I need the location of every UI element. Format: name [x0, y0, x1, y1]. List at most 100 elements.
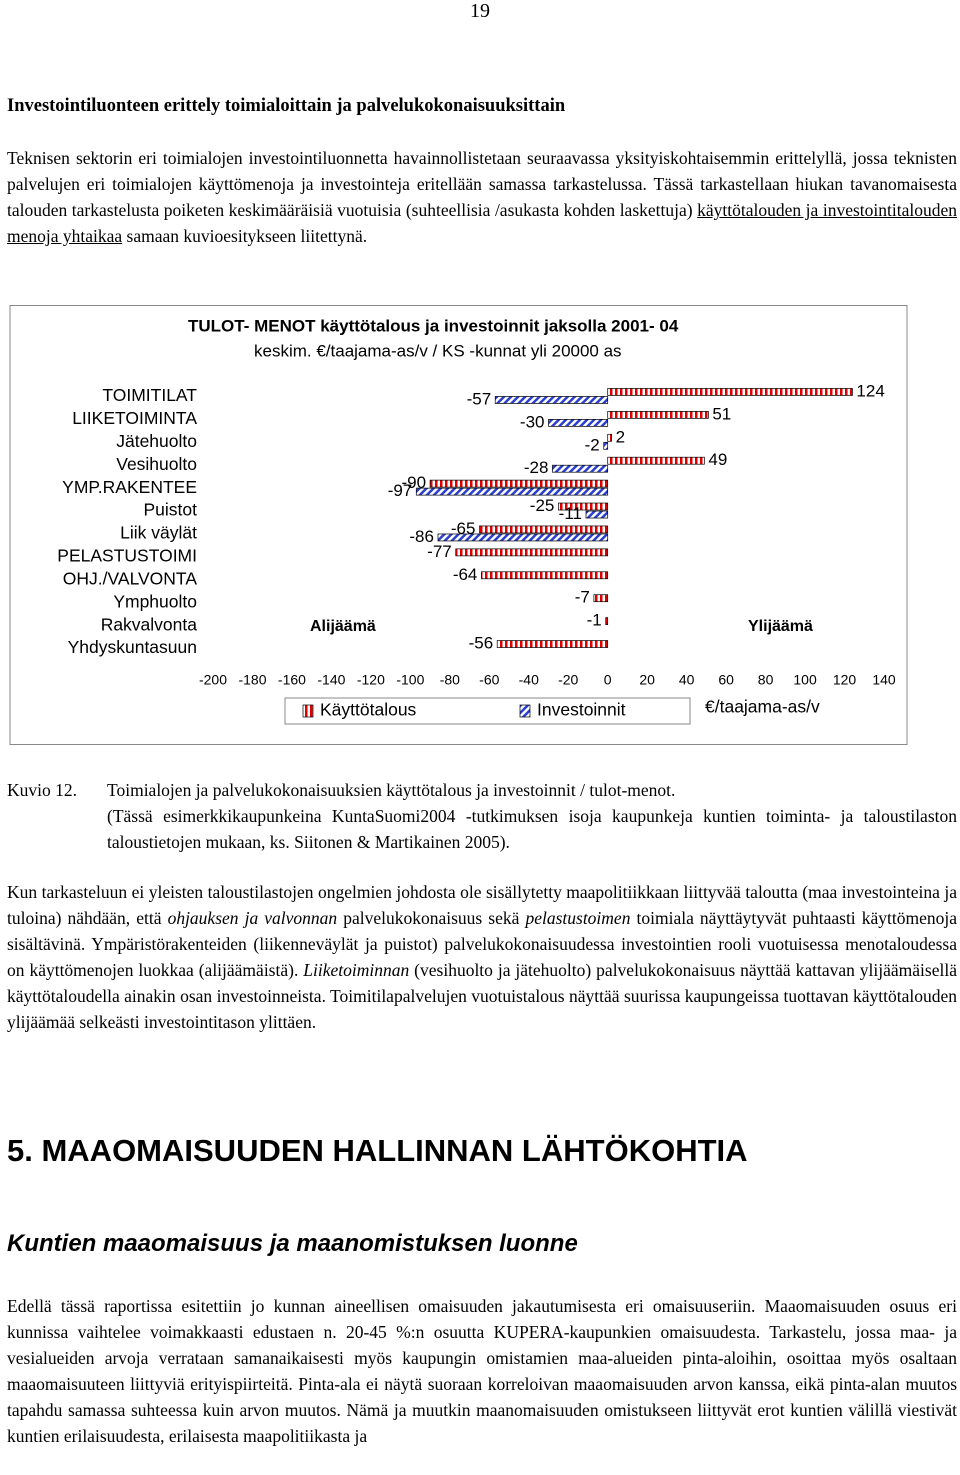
bar — [494, 396, 609, 404]
x-tick-label: -200 — [199, 672, 227, 688]
x-tick-label: -120 — [357, 672, 385, 688]
annotation: Ylijäämä — [748, 618, 813, 635]
category-label: OHJ./VALVONTA — [63, 568, 198, 588]
value-label: -57 — [467, 389, 492, 408]
x-tick-label: -180 — [238, 672, 266, 688]
x-tick-label: -80 — [440, 672, 460, 688]
chart: TULOT- MENOT käyttötalous ja investoinni… — [9, 305, 908, 745]
italic-text: ohjauksen ja valvonnan — [167, 908, 338, 928]
x-tick-label: 140 — [872, 672, 896, 688]
caption: Kuvio 12. Toimialojen ja palvelukokonais… — [7, 777, 957, 855]
text: toimiala näyttäytyvät puhtaasti käyttöme… — [7, 908, 957, 980]
value-label: -77 — [427, 542, 452, 561]
x-tick-label: -100 — [396, 672, 424, 688]
chart-subtitle: keskim. €/taajama-as/v / KS -kunnat yli … — [254, 341, 622, 360]
value-label: -11 — [559, 504, 582, 523]
legend-swatch — [302, 704, 314, 718]
bar — [585, 510, 609, 519]
x-tick-label: 120 — [833, 672, 857, 688]
value-label: 49 — [708, 450, 727, 469]
paragraph: Kun tarkasteluun ei yleisten taloustilas… — [7, 879, 957, 1035]
x-tick-label: -60 — [479, 672, 499, 688]
legend-label: Investoinnit — [537, 700, 626, 720]
axis-label: €/taajama-as/v — [705, 697, 820, 717]
bar — [593, 594, 609, 603]
x-tick-label: 60 — [718, 672, 734, 688]
category-label: Jätehuolto — [116, 431, 197, 451]
italic-text: Liiketoiminnan — [303, 960, 410, 980]
caption-line: Toimialojen ja palvelukokonaisuuksien kä… — [107, 780, 676, 800]
category-label: YMP.RAKENTEE — [62, 477, 197, 497]
x-tick-label: -160 — [278, 672, 306, 688]
value-label: -64 — [453, 565, 478, 584]
value-label: -90 — [402, 473, 427, 492]
value-label: 51 — [712, 404, 731, 423]
bar — [455, 548, 609, 557]
value-label: -97 — [388, 481, 413, 500]
chart-frame — [9, 305, 908, 745]
category-label: LIIKETOIMINTA — [72, 408, 197, 428]
x-tick-label: -20 — [558, 672, 578, 688]
text: palvelukokonaisuus sekä — [337, 908, 526, 928]
text: samaan kuvioesitykseen liitettynä. — [122, 226, 368, 246]
category-label: Ymphuolto — [113, 591, 197, 611]
legend-box — [284, 697, 691, 725]
value-label: -28 — [524, 458, 549, 477]
paragraph: Edellä tässä raportissa esitettiin jo ku… — [7, 1296, 957, 1446]
x-tick-label: 0 — [604, 672, 612, 688]
bar — [558, 502, 609, 511]
text: Kun tarkasteluun ei yleisten taloustilas… — [7, 882, 957, 928]
value-label: -1 — [587, 611, 602, 630]
bar — [607, 433, 613, 442]
legend-swatch — [519, 704, 531, 718]
x-tick-label: 40 — [679, 672, 695, 688]
bar — [481, 571, 609, 580]
bar — [548, 419, 609, 427]
bar — [607, 456, 705, 465]
value-label: -7 — [575, 588, 590, 607]
legend-label: Käyttötalous — [320, 700, 417, 720]
category-label: Vesihuolto — [116, 454, 197, 474]
category-label: Yhdyskuntasuun — [68, 637, 197, 657]
page-number: 19 — [470, 0, 490, 22]
caption-text: Toimialojen ja palvelukokonaisuuksien kä… — [107, 777, 957, 855]
value-label: -65 — [451, 519, 476, 538]
bar — [603, 441, 609, 450]
bar — [607, 411, 709, 419]
caption-label: Kuvio 12. — [7, 780, 77, 800]
bar — [415, 487, 609, 496]
chart-title: TULOT- MENOT käyttötalous ja investoinni… — [188, 316, 679, 335]
paragraph: Teknisen sektorin eri toimialojen invest… — [7, 145, 957, 249]
value-label: -56 — [469, 634, 494, 653]
bar — [496, 640, 609, 648]
value-label: 124 — [856, 381, 884, 400]
x-tick-label: 80 — [758, 672, 774, 688]
bar — [437, 533, 609, 542]
text: (vesihuolto ja jätehuolto) palvelukokona… — [7, 960, 957, 1032]
italic-text: pelastustoimen — [525, 908, 631, 928]
value-label: -30 — [520, 412, 545, 431]
annotation: Alijäämä — [310, 618, 376, 635]
bar — [605, 617, 609, 625]
bar — [429, 479, 609, 488]
x-tick-label: -140 — [317, 672, 345, 688]
caption-line: (Tässä esimerkkikaupunkeina KuntaSuomi20… — [107, 806, 957, 852]
category-label: Rakvalvonta — [101, 614, 198, 634]
bar — [552, 464, 609, 473]
category-label: Puistot — [144, 500, 198, 520]
value-label: 2 — [616, 427, 625, 446]
bar — [479, 525, 609, 534]
heading: Investointiluonteen erittely toimialoitt… — [7, 96, 566, 116]
category-label: PELASTUSTOIMI — [57, 546, 197, 566]
text: Teknisen sektorin eri toimialojen invest… — [7, 148, 957, 220]
value-label: -2 — [585, 435, 600, 454]
category-label: Liik väylät — [120, 523, 197, 543]
x-tick-label: 20 — [639, 672, 655, 688]
category-label: TOIMITILAT — [102, 385, 197, 405]
value-label: -25 — [530, 496, 555, 515]
bar — [607, 388, 853, 396]
underlined-text: käyttötalouden ja investointitalouden me… — [7, 200, 958, 246]
x-tick-label: -40 — [519, 672, 539, 688]
x-tick-label: 100 — [793, 672, 817, 688]
